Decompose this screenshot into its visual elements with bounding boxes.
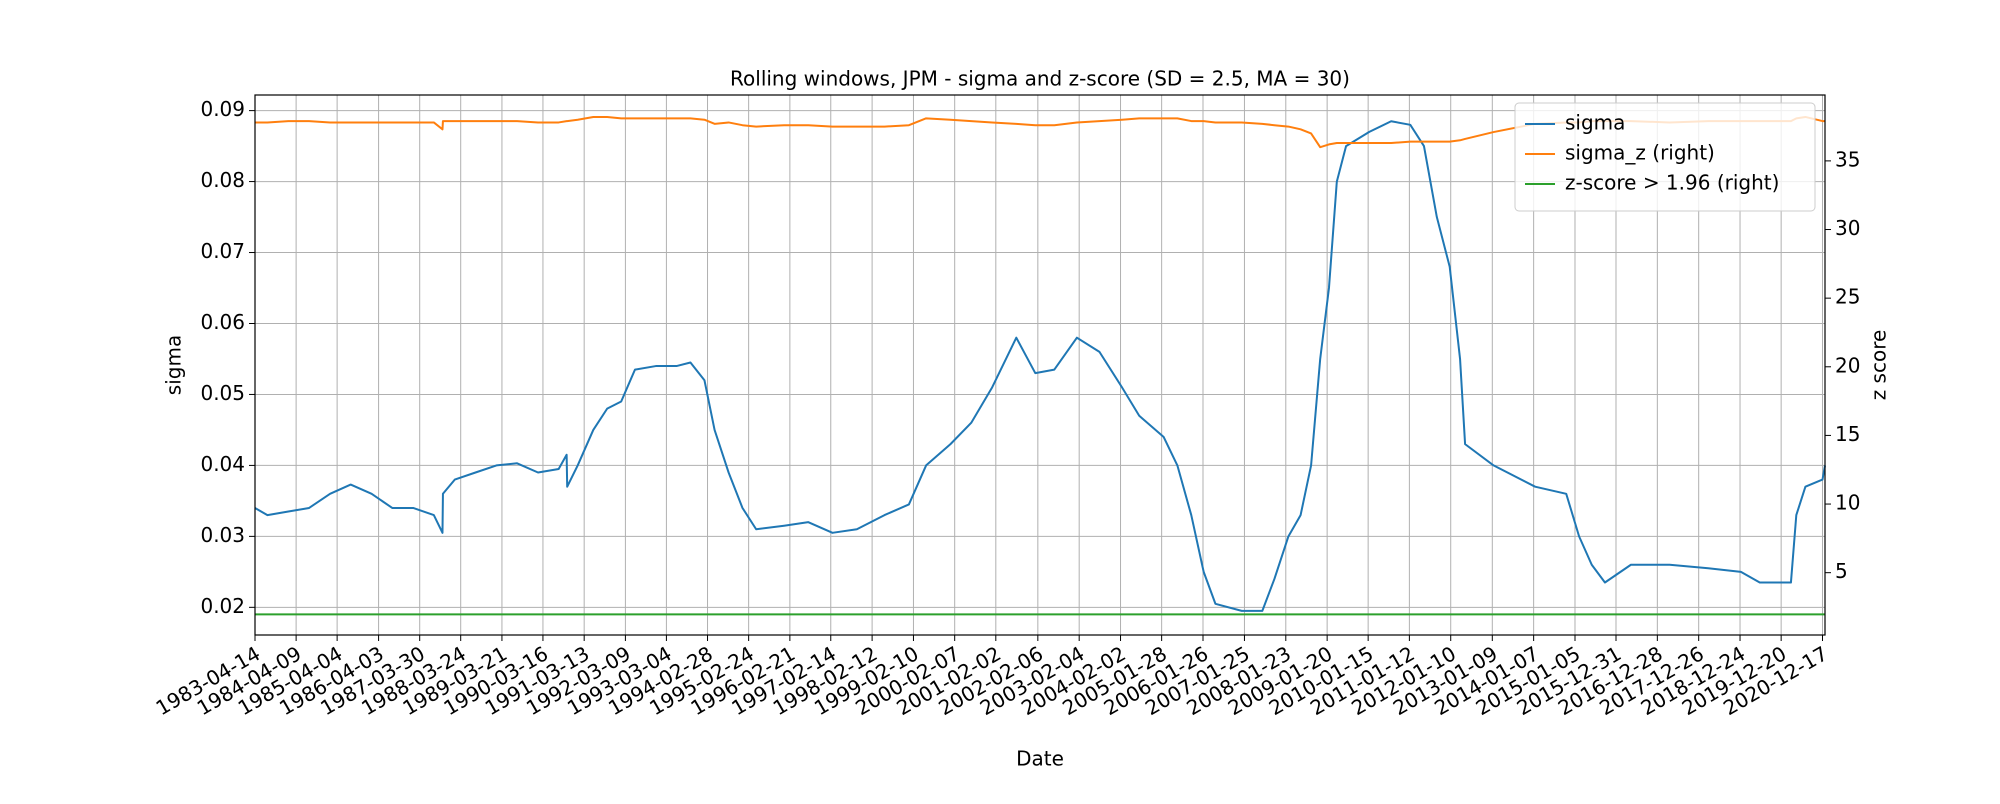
y-tick-label: 0.04	[200, 452, 245, 476]
y2-tick-label: 20	[1835, 353, 1860, 377]
x-axis-label: Date	[1016, 747, 1064, 771]
y-tick-label: 0.09	[200, 97, 245, 121]
y2-tick-label: 5	[1835, 559, 1848, 583]
y-tick-label: 0.07	[200, 239, 245, 263]
y2-tick-label: 25	[1835, 285, 1860, 309]
y2-tick-label: 15	[1835, 422, 1860, 446]
legend: sigma sigma_z (right) z-score > 1.96 (righ…	[1514, 102, 1816, 212]
plot-frame	[254, 94, 1826, 636]
y-tick-label: 0.08	[200, 168, 245, 192]
y-tick-label: 0.06	[200, 310, 245, 334]
series-line	[255, 115, 1825, 149]
y-axis-label: sigma	[162, 335, 186, 395]
legend-label: z-score > 1.96 (right)	[1565, 171, 1779, 195]
legend-box	[1514, 102, 1816, 212]
legend-label: sigma_z (right)	[1565, 141, 1715, 165]
legend-label: sigma	[1565, 111, 1625, 135]
y-tick-label: 0.03	[200, 523, 245, 547]
chart-title: Rolling windows, JPM - sigma and z-score…	[730, 67, 1350, 91]
y-tick-label: 0.05	[200, 381, 245, 405]
series-line	[254, 120, 1826, 612]
y2-axis-label: z score	[1867, 330, 1891, 401]
y-tick-label: 0.02	[200, 594, 245, 618]
y2-tick-label: 35	[1835, 147, 1860, 171]
y2-tick-label: 30	[1835, 216, 1860, 240]
y2-tick-label: 10	[1835, 491, 1860, 515]
